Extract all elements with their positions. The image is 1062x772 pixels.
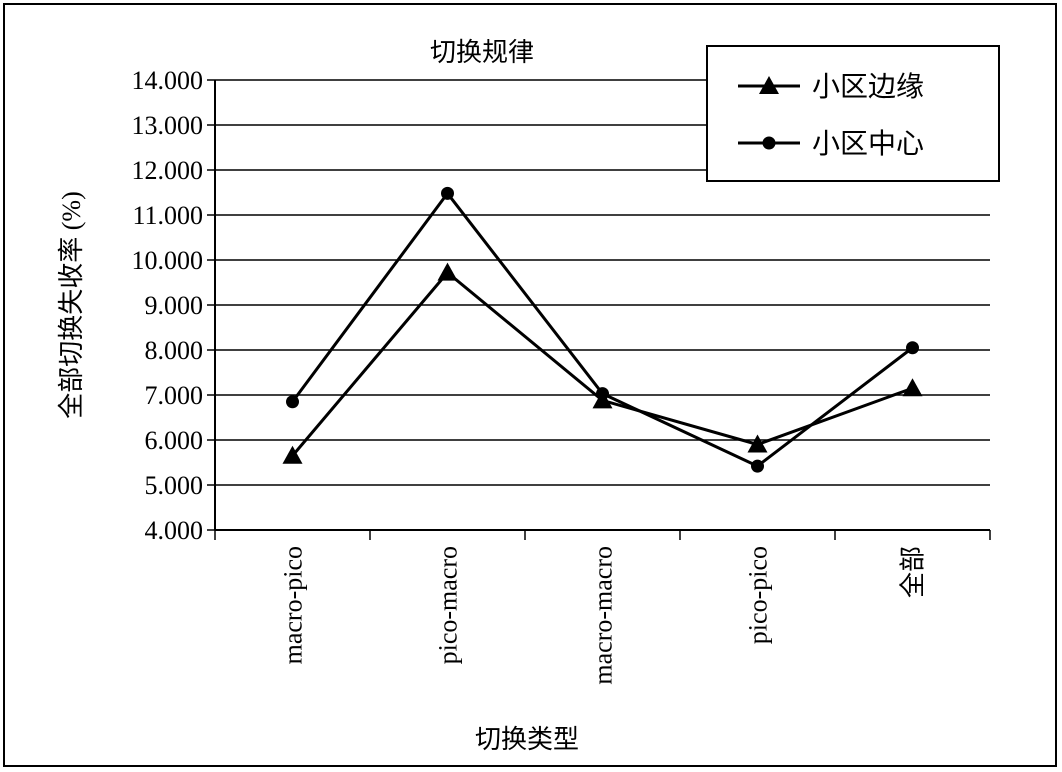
x-tick-label: macro-pico xyxy=(279,546,308,664)
data-point-circle xyxy=(286,395,299,409)
y-axis-label: 全部切换失收率 (%) xyxy=(57,191,86,418)
y-tick-label: 9.000 xyxy=(145,291,204,320)
legend-marker xyxy=(762,136,776,150)
y-tick-label: 11.000 xyxy=(132,201,203,230)
data-point-triangle xyxy=(747,434,768,453)
x-tick-label: pico-macro xyxy=(434,546,463,664)
data-point-circle xyxy=(596,387,609,401)
data-point-triangle xyxy=(437,262,458,281)
series-markers xyxy=(282,186,923,473)
x-tick-label: macro-macro xyxy=(589,546,618,685)
y-tick-label: 6.000 xyxy=(145,426,204,455)
legend-label: 小区中心 xyxy=(812,128,924,160)
y-tick-label: 13.000 xyxy=(132,111,204,140)
axes xyxy=(207,79,991,540)
series-line-2 xyxy=(291,190,914,468)
y-tick-label: 5.000 xyxy=(145,471,204,500)
series-line-1 xyxy=(291,270,914,457)
y-tick-label: 4.000 xyxy=(145,516,204,545)
y-tick-label: 14.000 xyxy=(132,66,204,95)
data-point-circle xyxy=(906,341,919,355)
data-point-triangle xyxy=(282,445,303,464)
y-tick-label: 8.000 xyxy=(145,336,204,365)
series-lines xyxy=(291,190,914,468)
y-tick-label: 12.000 xyxy=(132,156,204,185)
data-point-circle xyxy=(751,459,764,473)
y-tick-label: 10.000 xyxy=(132,246,204,275)
data-point-triangle xyxy=(902,378,923,397)
x-tick-label: 全部 xyxy=(899,546,928,598)
y-tick-label: 7.000 xyxy=(145,381,204,410)
chart-title: 切换规律 xyxy=(430,38,534,67)
x-axis-label: 切换类型 xyxy=(475,725,579,754)
y-tick-labels: 4.000 5.000 6.000 7.000 8.000 9.000 10.000 11.0… xyxy=(132,66,204,545)
legend-marker xyxy=(759,76,779,94)
data-point-circle xyxy=(441,186,454,200)
x-tick-label: pico-pico xyxy=(744,546,773,644)
x-tick-labels: macro-pico pico-macro macro-macro pico-pico… xyxy=(279,546,928,685)
legend-label: 小区边缘 xyxy=(812,71,924,103)
legend-box xyxy=(706,45,1000,182)
